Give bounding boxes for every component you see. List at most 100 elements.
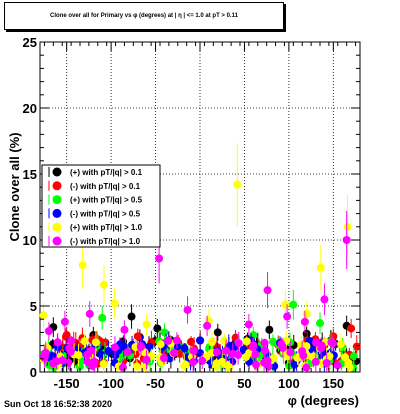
data-point xyxy=(145,342,154,351)
data-point xyxy=(289,300,298,309)
data-point xyxy=(312,338,321,347)
data-point xyxy=(96,350,105,359)
data-point xyxy=(249,341,258,350)
data-point xyxy=(203,321,212,330)
data-point xyxy=(196,336,204,345)
legend-marker xyxy=(52,236,62,246)
x-tick-label: 50 xyxy=(237,376,251,391)
legend-label: (-) with pT/|q| > 0.5 xyxy=(70,209,141,218)
x-tick-label: -100 xyxy=(98,376,124,391)
data-point xyxy=(342,236,351,244)
data-point xyxy=(320,295,329,304)
data-point xyxy=(220,336,229,345)
data-point xyxy=(234,339,243,348)
legend-label: (-) with pT/|q| > 0.1 xyxy=(70,182,141,191)
data-point xyxy=(333,361,342,370)
chart-title: Clone over all for Primary vs φ (degrees… xyxy=(50,13,238,19)
data-point xyxy=(136,342,145,351)
data-point xyxy=(164,336,173,345)
data-point xyxy=(300,317,309,326)
legend-label: (+) with pT/|q| > 0.5 xyxy=(70,196,143,205)
data-point xyxy=(132,362,141,371)
data-point xyxy=(189,358,198,367)
data-point xyxy=(341,353,350,362)
data-point xyxy=(278,343,287,352)
data-point xyxy=(100,280,108,289)
data-point xyxy=(64,358,73,367)
data-point xyxy=(264,362,273,371)
axes: -150 -100 -50 0 50 100 150 0 5 10 15 20 25 xyxy=(23,35,360,391)
x-tick-label: 150 xyxy=(322,376,344,391)
data-point xyxy=(212,348,221,357)
data-point xyxy=(316,319,324,328)
y-tick-label: 0 xyxy=(30,365,37,380)
legend-marker xyxy=(52,181,62,191)
legend-label: (+) with pT/|q| > 1.0 xyxy=(70,223,143,232)
data-point xyxy=(349,352,358,361)
data-point xyxy=(101,338,110,347)
data-point xyxy=(172,336,181,345)
data-point xyxy=(222,346,231,355)
data-point xyxy=(110,299,119,308)
legend-box xyxy=(41,164,161,248)
x-tick-label: -50 xyxy=(146,376,165,391)
data-point xyxy=(67,336,76,345)
data-point xyxy=(228,349,237,358)
data-point xyxy=(110,343,119,352)
data-point xyxy=(265,325,274,334)
data-point xyxy=(189,346,198,355)
data-point xyxy=(140,363,149,372)
data-point xyxy=(281,300,290,309)
y-tick-label: 10 xyxy=(23,233,37,248)
data-point xyxy=(345,363,354,372)
data-point xyxy=(52,357,61,366)
data-point xyxy=(123,348,132,357)
data-point xyxy=(85,309,94,318)
data-point xyxy=(80,337,89,346)
data-point xyxy=(99,360,108,369)
data-point xyxy=(98,313,107,322)
data-point xyxy=(120,325,129,334)
data-point xyxy=(343,222,352,231)
data-point xyxy=(283,312,292,321)
data-point xyxy=(245,348,254,357)
data-point xyxy=(142,355,151,364)
data-point xyxy=(53,338,62,347)
data-point xyxy=(299,351,308,360)
data-point xyxy=(225,363,234,372)
data-point xyxy=(213,328,222,337)
data-point xyxy=(66,347,75,356)
y-tick-label: 15 xyxy=(23,167,37,182)
legend-marker xyxy=(52,222,62,232)
data-point xyxy=(263,286,272,295)
data-point xyxy=(44,327,53,336)
data-point xyxy=(311,357,320,366)
timestamp: Sun Oct 18 16:52:38 2020 xyxy=(4,399,113,409)
data-point xyxy=(78,261,87,270)
data-point xyxy=(77,356,86,365)
data-point xyxy=(322,359,331,368)
data-point xyxy=(104,347,113,356)
data-point xyxy=(316,263,325,272)
data-point xyxy=(252,360,261,369)
data-point xyxy=(286,348,295,357)
data-point xyxy=(127,312,136,321)
data-point xyxy=(41,348,50,357)
data-point xyxy=(83,350,92,359)
data-point xyxy=(187,337,196,346)
data-point xyxy=(198,356,207,365)
data-point xyxy=(242,337,251,346)
data-point xyxy=(74,351,83,360)
legend-marker xyxy=(52,208,62,218)
data-point xyxy=(133,332,142,341)
y-tick-label: 5 xyxy=(30,299,37,314)
y-tick-label: 20 xyxy=(23,101,37,116)
data-point xyxy=(62,331,71,340)
data-point xyxy=(268,337,277,346)
x-axis-label: φ (degrees) xyxy=(288,393,359,408)
data-point xyxy=(308,345,317,354)
data-point xyxy=(181,360,190,369)
chart-title-box: Clone over all for Primary vs φ (degrees… xyxy=(4,2,284,30)
data-point xyxy=(325,352,334,361)
legend-label: (-) with pT/|q| > 1.0 xyxy=(70,237,141,246)
